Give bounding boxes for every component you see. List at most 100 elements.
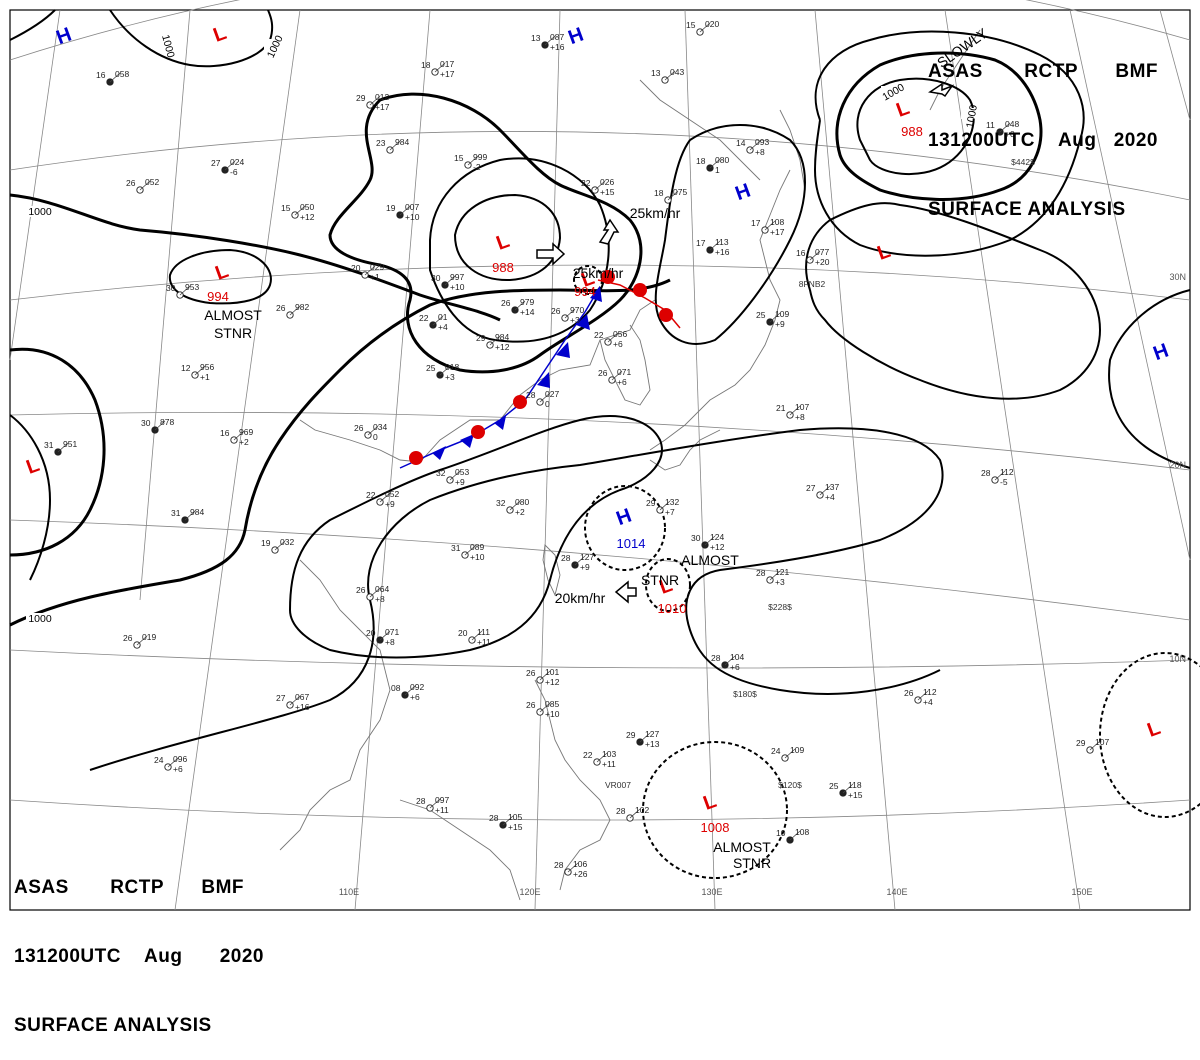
isobar-994-low [168,248,272,305]
warm-front-bump [409,451,423,465]
isobar-label-bg [26,206,54,217]
high-symbol: H [53,24,74,50]
wind-barb [764,220,776,231]
station-temp: 28 [561,553,571,563]
station-plot: 26 101+12 [526,667,560,687]
isobar-1000-south [9,278,671,627]
station-plot: 12 956+1 [181,362,214,382]
isobar-1000-west [9,193,501,322]
station-pressure: 089 [470,542,484,552]
station-pressure: 064 [375,584,389,594]
station-plot: 26 064+8 [356,584,389,604]
header-time: 131200UTC [14,946,121,967]
cold-front-triangle [432,446,446,460]
station-tendency: +12 [710,542,725,552]
station-plot: 16 077+20 [796,247,830,267]
station-plot: 26 085+10 [526,699,560,719]
parallel-line [9,264,1191,301]
wind-barb [607,332,619,343]
station-pressure: 058 [115,69,129,79]
station-tendency: +10 [450,282,465,292]
station-plot: 19 007+10 [386,202,420,222]
station-temp: 30 [166,283,176,293]
station-pressure: 01 [438,312,448,322]
wind-barb [471,630,483,641]
cold-front-triangle [537,372,550,388]
wind-barb [784,748,796,759]
wind-barb [709,158,721,169]
longitude-label: 120E [519,887,540,897]
coastlines [279,29,981,901]
station-temp: 26 [526,668,536,678]
isobar-label-bg [26,613,54,624]
movement-arrows [536,82,955,604]
station-temp: 13 [531,33,541,43]
station-pressure: 124 [710,532,724,542]
station-temp: 18 [421,60,431,70]
station-temp: 11 [986,120,995,130]
station-plot: 20 029+1 [351,262,384,282]
isobars [9,9,1191,771]
parallel-line [9,0,1191,61]
wind-barb [769,312,781,323]
station-pressure: 052 [145,177,159,187]
annotation-text: ALMOST [204,307,262,323]
longitude-label: 140E [886,887,907,897]
station-pressure: 109 [775,309,789,319]
isobar-ne-outer [835,51,1043,201]
station-pressure: 102 [635,805,649,815]
header-agency: ASAS [928,61,983,82]
wind-barb [509,500,521,511]
station-plot: 28 127+9 [561,552,594,572]
wind-barb [842,783,854,794]
station-tendency: +9 [580,562,590,572]
misc-label: 8FNB2 [799,279,826,289]
station-tendency: +16 [295,702,310,712]
station-tendency: +2 [515,507,525,517]
wind-barb [289,695,301,706]
station-temp: 28 [554,860,564,870]
isobar-label-bg [961,108,989,119]
station-pressure: 024 [230,157,244,167]
station-pressure: 020 [705,19,719,29]
station-plot: 28 104+6 [711,652,744,672]
station-pressure: 067 [295,692,309,702]
meridian-line [9,9,61,361]
wind-barb [611,370,623,381]
station-temp: 30 [691,533,701,543]
station-temp: 19 [261,538,271,548]
station-tendency: +11 [477,637,491,647]
station-temp: 26 [356,585,366,595]
station-plot: 27 024-6 [211,157,244,177]
station-pressure: 999 [473,152,487,162]
station-plot: 31 951 [44,439,77,456]
wind-barb [709,240,721,251]
station-plot: 28 106+26 [554,859,588,879]
station-plot: 17 108+17 [751,217,785,237]
wind-barb [179,285,191,296]
station-plot: 15 050+12 [281,202,315,222]
station-temp: 28 [756,568,766,578]
station-tendency: 0 [373,432,378,442]
station-temp: 13 [651,68,661,78]
station-tendency: +0 [1005,129,1015,139]
station-pressure: 106 [573,859,587,869]
isobar-label-bg [881,86,909,97]
center-pressure: 988 [901,124,923,139]
wind-barb [639,732,651,743]
station-pressure: 048 [1005,119,1019,129]
station-pressure: 050 [300,202,314,212]
wind-barb [379,492,391,503]
station-pressure: 103 [602,749,616,759]
header-product: SURFACE ANALYSIS [928,199,1126,220]
station-temp: 08 [391,683,401,693]
station-temp: 15 [686,20,696,30]
station-plot: 25 109+9 [756,309,789,329]
station-plot: 32 080+2 [496,497,529,517]
cold-front-triangle [494,416,506,430]
annotations: ALMOSTSTNRALMOSTSTNRALMOSTSTNR25km/hr25k… [204,25,991,871]
station-tendency: +15 [508,822,523,832]
station-pressure: 092 [410,682,424,692]
low-pressure-center: L 1008 [700,790,729,835]
station-tendency: +7 [665,507,675,517]
